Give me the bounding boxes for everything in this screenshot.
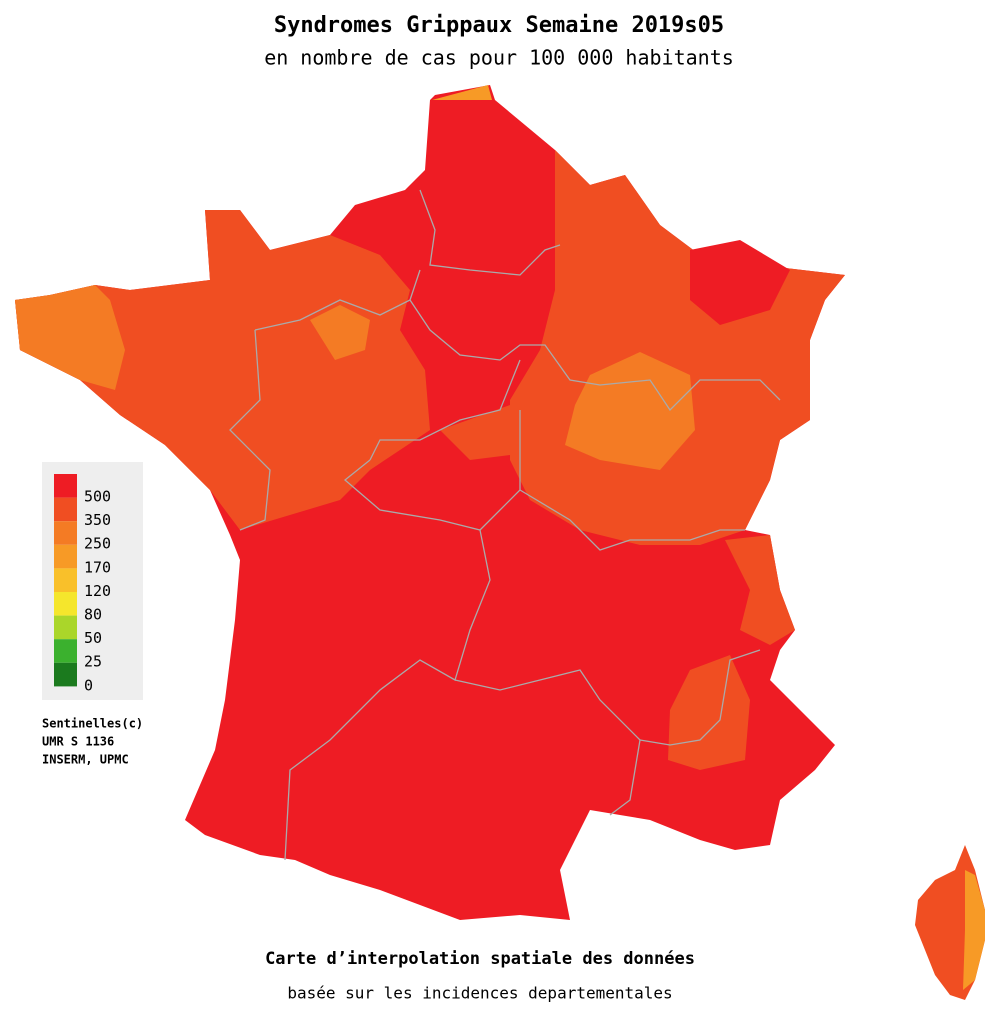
zone-350-alps xyxy=(725,535,795,645)
legend-swatch xyxy=(54,474,77,498)
legend-swatch xyxy=(54,521,77,545)
legend-swatch xyxy=(54,662,77,687)
legend-swatch xyxy=(54,568,77,592)
legend-label: 350 xyxy=(84,511,111,529)
title: Syndromes Grippaux Semaine 2019s05 xyxy=(274,13,724,38)
zone-350-centre xyxy=(440,405,510,460)
legend-label: 250 xyxy=(84,535,111,553)
zone-350-west xyxy=(15,210,430,530)
legend-label: 170 xyxy=(84,558,111,576)
zone-250-north-tip xyxy=(432,85,492,100)
zone-250-normandy xyxy=(310,305,370,360)
zone-250-burgundy xyxy=(565,352,695,470)
zone-250-brittany xyxy=(15,285,125,390)
region-border xyxy=(639,649,761,746)
region-border xyxy=(229,329,271,531)
credit-line: Sentinelles(c) xyxy=(42,717,143,731)
region-border xyxy=(284,529,491,861)
zone-350-east xyxy=(510,150,845,545)
footer-title: Carte d’interpolation spatiale des donné… xyxy=(265,949,695,969)
region-border xyxy=(409,269,781,412)
legend-label: 80 xyxy=(84,606,102,624)
legend-label: 25 xyxy=(84,653,102,671)
region-border xyxy=(254,299,411,331)
region-border xyxy=(519,489,745,551)
legend-label: 0 xyxy=(84,676,93,694)
legend-label: 500 xyxy=(84,488,111,506)
credit-line: UMR S 1136 xyxy=(42,735,114,749)
legend-swatch xyxy=(54,615,77,640)
region-border xyxy=(369,359,521,461)
legend-label: 50 xyxy=(84,629,102,647)
footer-subtitle: basée sur les incidences departementales xyxy=(287,984,672,1003)
subtitle: en nombre de cas pour 100 000 habitants xyxy=(264,46,734,70)
region-border xyxy=(454,669,641,816)
legend-swatch xyxy=(54,497,77,522)
region-border xyxy=(419,189,561,276)
legend-swatch xyxy=(54,592,77,616)
zone-350-southeast xyxy=(668,655,750,770)
zone-500-lorraine xyxy=(690,240,790,325)
legend-label: 120 xyxy=(84,582,111,600)
france-map xyxy=(15,85,985,1000)
corsica-east xyxy=(963,870,985,990)
credit-line: INSERM, UPMC xyxy=(42,753,129,767)
legend-swatch xyxy=(54,544,77,569)
legend-swatch xyxy=(54,639,77,663)
